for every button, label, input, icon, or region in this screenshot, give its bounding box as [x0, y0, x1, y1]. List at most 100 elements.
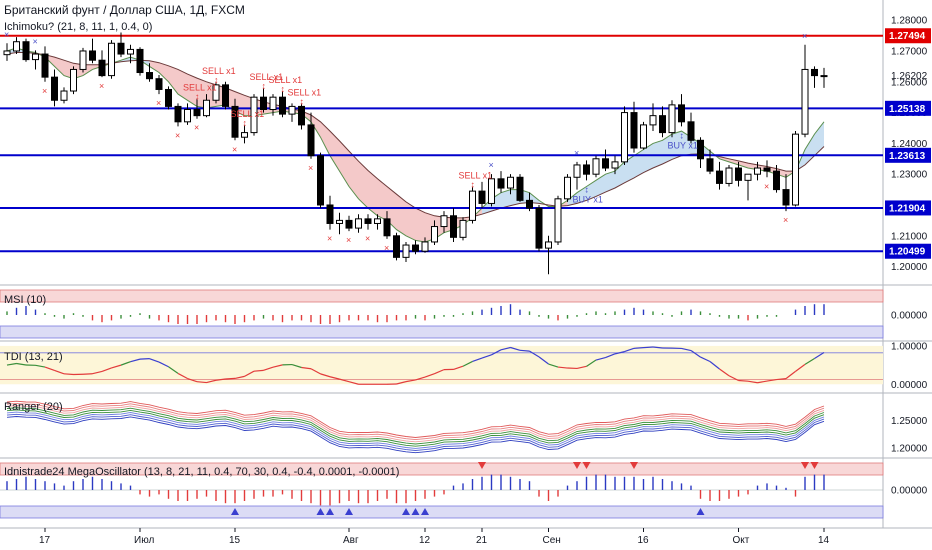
tdi-line-segment [538, 356, 549, 365]
tdi-line-segment [82, 373, 93, 375]
sell-signal-label: SELL x1 [459, 171, 493, 181]
tdi-line-segment [101, 367, 112, 373]
x-tick-label: Сен [543, 535, 561, 546]
tdi-line-segment [291, 363, 302, 369]
tdi-line-segment [6, 362, 17, 366]
sell-x-marker: × [346, 235, 351, 245]
candle-body [820, 75, 828, 78]
sell-x-marker: × [232, 144, 237, 154]
tdi-line-segment [348, 381, 359, 385]
tdi-line-segment [766, 378, 777, 382]
level-price-tag [885, 200, 931, 216]
sell-signal-arrow: ↕ [195, 92, 200, 102]
candle-body [402, 244, 410, 258]
tdi-line-segment [329, 376, 340, 380]
ichimoku-cloud-segment [339, 140, 349, 187]
tdi-line-segment [804, 357, 815, 365]
candle-body [184, 108, 191, 123]
candle-body [108, 42, 115, 77]
mega-buy-arrow [696, 508, 705, 515]
tdi-line-segment [263, 366, 274, 371]
ranger-band-line [6, 411, 825, 449]
candle-body [412, 244, 419, 252]
ichimoku-cloud-segment [54, 57, 64, 76]
x-tick-label: 12 [419, 535, 431, 546]
ichimoku-cloud-segment [643, 143, 653, 173]
ichimoku-cloud-segment [567, 192, 577, 206]
ichimoku-cloud-segment [415, 208, 425, 242]
candle-body [440, 215, 448, 228]
tdi-line-segment [320, 373, 331, 378]
buy-signal-label: BUY x1 [573, 194, 603, 204]
candle-body [735, 167, 742, 181]
tdi-line-segment [453, 365, 464, 370]
candle-body [336, 219, 343, 224]
candle-body [89, 50, 96, 61]
candle-body [592, 158, 600, 175]
tdi-line-segment [738, 379, 749, 382]
sell-signal-arrow: ↕ [471, 180, 476, 190]
mega-sell-arrow [630, 462, 638, 469]
y-tick-label: 1.27000 [891, 46, 928, 57]
y-tick-label: 1.28000 [891, 16, 928, 27]
candle-body [317, 155, 324, 206]
sell-x-marker: × [194, 123, 199, 133]
candle-body [459, 219, 467, 238]
candle-body [250, 96, 258, 134]
candle-body [155, 78, 163, 90]
y-tick-label: 1.26000 [891, 77, 928, 88]
tdi-line-segment [576, 365, 587, 370]
y-tick-label: 1.24000 [891, 139, 928, 150]
sell-x-marker: × [42, 86, 47, 96]
sell-x-marker: × [764, 181, 769, 191]
tdi-line-segment [111, 364, 122, 369]
last-price-label: 1.26202 [891, 71, 928, 82]
candle-body [763, 167, 771, 172]
ichimoku-cloud-segment [805, 134, 815, 165]
candle-body [421, 241, 429, 252]
level-price-tag [885, 243, 931, 259]
ichimoku-cloud-segment [501, 189, 511, 209]
sell-signal-label: SELL x1 [231, 109, 265, 119]
x-tick-label: 21 [476, 535, 488, 546]
candle-body [450, 215, 457, 238]
candle-body [564, 176, 571, 200]
candle-body [193, 108, 201, 117]
tdi-line-segment [757, 380, 768, 384]
tdi-line-segment [462, 360, 473, 367]
sell-signal-label: SELL x1 [202, 66, 236, 76]
sell-x-marker: × [783, 215, 788, 225]
sell-signal-label: SELL x1 [250, 72, 284, 82]
tdi-line-segment [785, 370, 796, 380]
candle-body [212, 84, 220, 101]
level-price-tag [885, 100, 931, 116]
candle-body [383, 218, 391, 237]
x-tick-label: 14 [818, 535, 830, 546]
x-tick-label: 16 [638, 535, 650, 546]
candle-body [782, 189, 790, 206]
tdi-line-segment [396, 381, 407, 385]
ichimoku-cloud-segment [349, 151, 359, 199]
tdi-line-segment [92, 370, 103, 375]
ranger-band-line [6, 400, 825, 438]
tdi-line-segment [63, 373, 74, 376]
mega-buy-arrow [345, 508, 353, 515]
mega-lower-band [0, 505, 884, 519]
ichimoku-cloud-segment [814, 121, 824, 156]
ichimoku-cloud-segment [377, 178, 387, 221]
ichimoku-cloud-segment [320, 121, 330, 156]
candle-body [222, 84, 229, 107]
tdi-line-segment [130, 358, 141, 363]
tdi-line-segment [424, 373, 435, 378]
ichimoku-cloud-segment [624, 155, 634, 183]
candle-body [279, 96, 286, 115]
sell-signal-arrow: ↕ [214, 75, 219, 85]
megaoscillator-pane-label: Idnistrade24 MegaOscillator (13, 8, 21, … [4, 466, 400, 478]
candle-body [602, 158, 609, 169]
ranger-band-line [6, 405, 825, 443]
ranger-y-tick: 1.25000 [891, 416, 928, 427]
x-tick-label: Июл [134, 535, 154, 546]
candle-body [744, 173, 752, 181]
tdi-line-segment [472, 357, 483, 363]
level-price-label: 1.23613 [889, 151, 926, 162]
